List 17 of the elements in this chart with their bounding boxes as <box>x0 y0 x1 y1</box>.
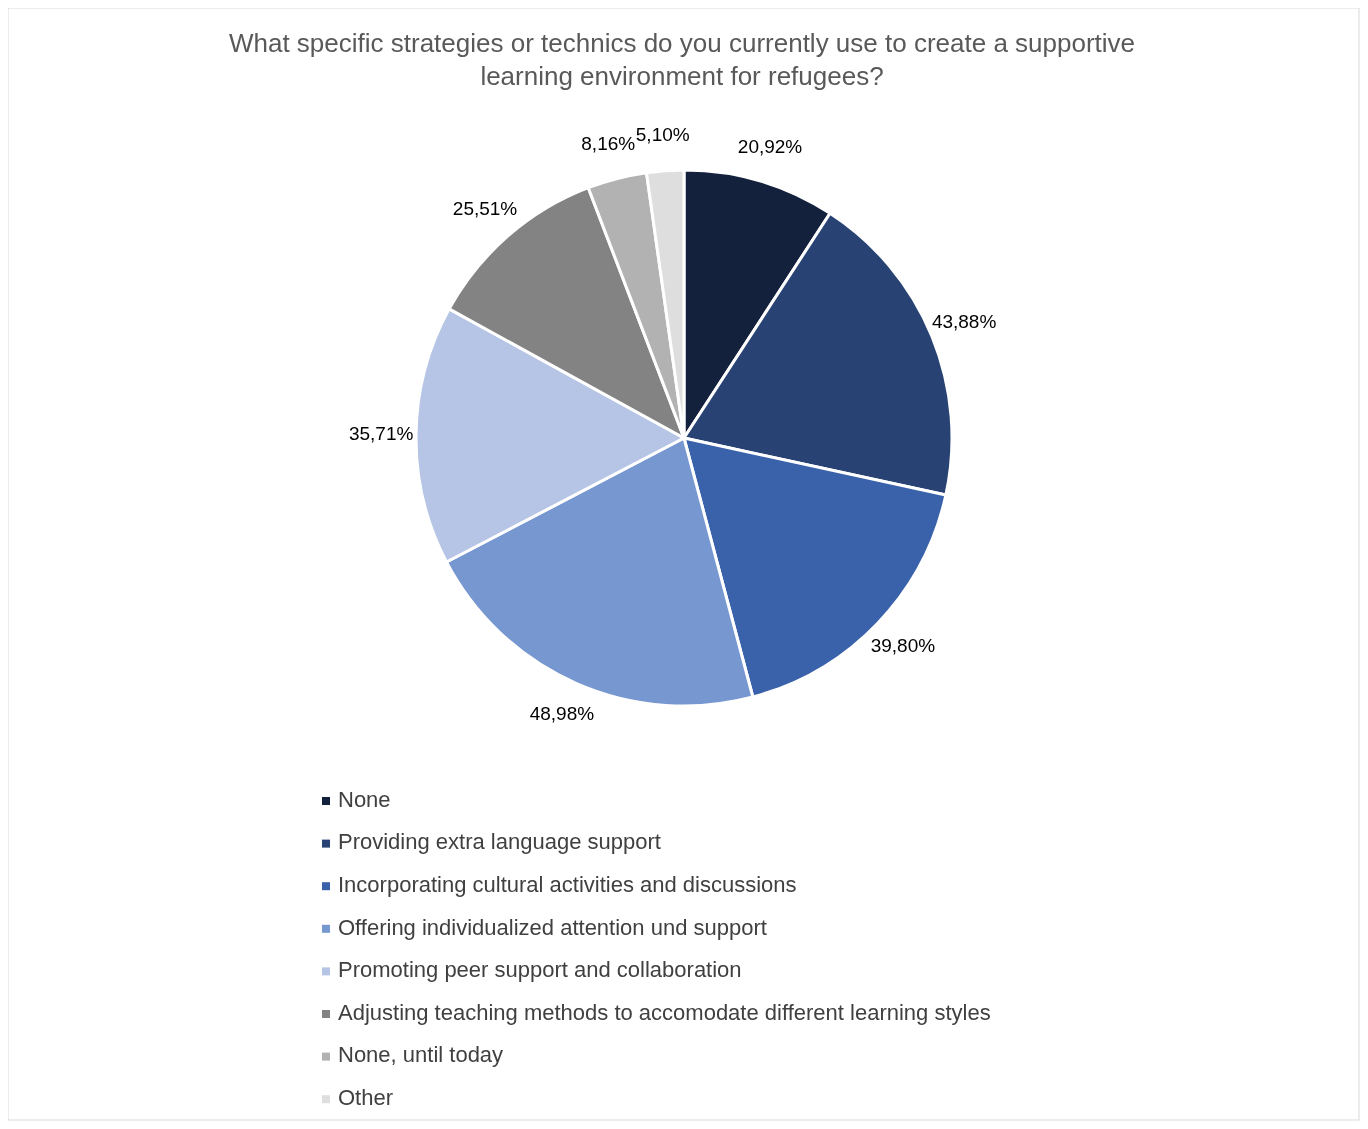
data-label: 5,10% <box>635 123 690 145</box>
legend-label: Other <box>338 1085 394 1111</box>
legend-label: Promoting peer support and collaboration <box>338 957 742 983</box>
data-label: 43,88% <box>931 310 997 332</box>
chart-title: What specific strategies or technics do you currently use to create a supportive learning environment for refugees? <box>228 28 1136 91</box>
legend-label: Providing extra language support <box>338 829 661 855</box>
legend-label: None <box>338 786 391 812</box>
legend-label: Adjusting teaching methods to accomodate different learning styles <box>338 999 991 1025</box>
data-label: 48,98% <box>529 703 595 725</box>
legend-label: None, until today <box>338 1042 504 1068</box>
data-label: 39,80% <box>870 635 936 657</box>
data-label: 35,71% <box>348 422 414 444</box>
legend-label: Offering individualized attention und support <box>338 914 767 940</box>
legend-label: Incorporating cultural activities and discussions <box>338 872 797 898</box>
data-label: 20,92% <box>737 135 803 157</box>
data-label: 25,51% <box>452 197 518 219</box>
data-label: 8,16% <box>581 132 636 154</box>
